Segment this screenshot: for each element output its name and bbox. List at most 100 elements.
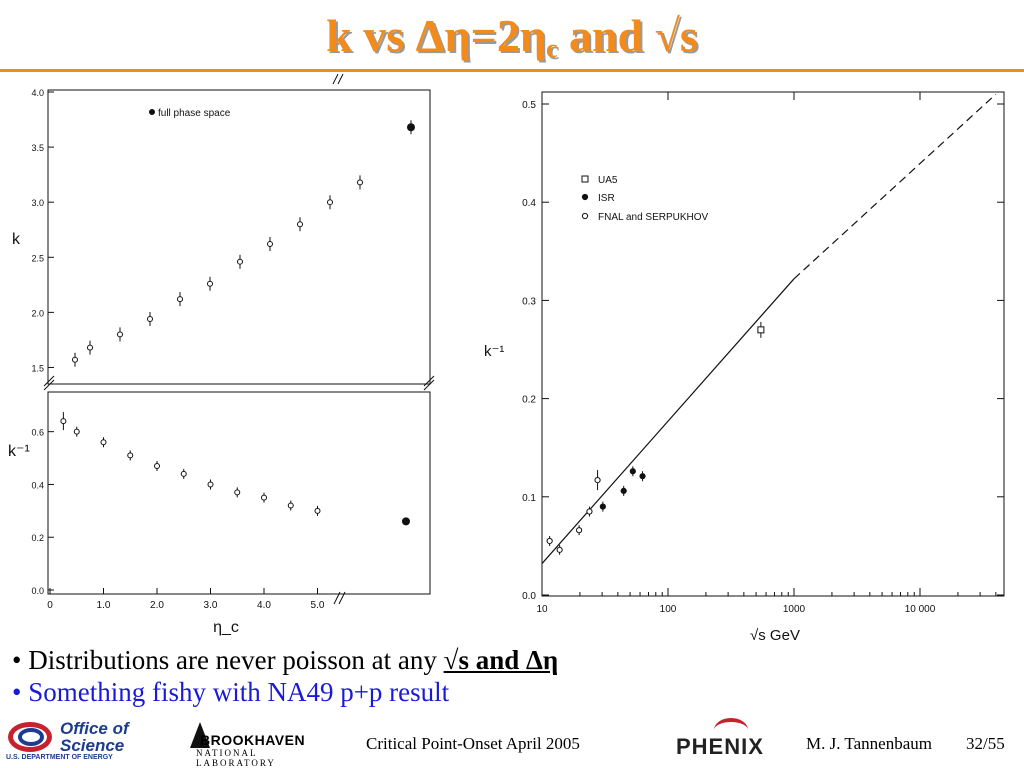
k-axis-break-mark <box>43 375 55 391</box>
k-data-point <box>177 296 183 303</box>
conference-name: Critical Point-Onset April 2005 <box>366 734 580 753</box>
doe-swirl-inner-icon <box>18 728 44 746</box>
rs-x-tick-label: 10 <box>536 604 548 615</box>
doe-swirl-icon <box>8 722 52 752</box>
author-name: M. J. Tannenbaum <box>806 734 932 753</box>
k-data-point <box>207 280 213 287</box>
k-data-point <box>267 241 273 248</box>
kinv-data-point <box>154 462 160 469</box>
rs-x-tick-label: 1000 <box>783 604 806 615</box>
kinv-x-tick-label: 2.0 <box>150 600 164 611</box>
k-data-point <box>297 221 303 228</box>
rs-data-point <box>546 537 553 545</box>
brookhaven-logo: BROOKHAVEN NATIONAL LABORATORY <box>190 720 340 768</box>
kinv-data-point <box>180 470 187 477</box>
kinv-y-tick-label: 0.6 <box>31 428 44 438</box>
chart-canvas: 1.5 2.0 2.5 3.0 3.5 4.0 k full phase space 0.0 0.… <box>8 73 1005 640</box>
rs-data-point <box>556 546 563 553</box>
kinv-x-tick-label: 1.0 <box>97 600 111 611</box>
k-data-point <box>147 315 153 322</box>
k-legend-marker <box>149 109 155 115</box>
kinv-y-axis-label: k⁻¹ <box>8 443 30 460</box>
rs-data-point <box>599 503 606 510</box>
page-number: 32/55 <box>966 734 1005 753</box>
k-axis-tick-label: 4.0 <box>31 88 44 98</box>
rs-data-point <box>576 527 583 534</box>
kinv-x-tick-label: 0 <box>47 600 53 611</box>
rs-data-point <box>757 326 765 334</box>
rs-legend-label: ISR <box>598 193 615 204</box>
rs-y-tick-label: 0.3 <box>522 296 536 307</box>
office-line1: Office of <box>60 719 129 738</box>
brookhaven-name: BROOKHAVEN <box>200 732 306 748</box>
rs-fit-line-dashed <box>793 93 997 280</box>
kinv-panel-frame <box>47 391 431 595</box>
kinv-data-point <box>73 428 80 435</box>
k-data-point <box>237 258 243 265</box>
brookhaven-icon <box>190 722 210 748</box>
k-data-point <box>72 356 78 363</box>
phenix-wordmark: PHENIX <box>676 734 764 759</box>
office-of-science-text: Office of Science <box>60 720 129 754</box>
k-legend-text: full phase space <box>158 108 231 119</box>
rs-y-tick-label: 0.2 <box>522 395 536 406</box>
rs-legend-marker <box>581 175 589 183</box>
rs-data-point <box>639 473 646 480</box>
k-axis-tick-label: 1.5 <box>31 363 44 373</box>
k-axis-label: k <box>12 231 21 248</box>
k-data-point <box>327 199 333 206</box>
k-axis-tick-label: 3.5 <box>31 143 44 153</box>
footer: Office of Science U.S. DEPARTMENT OF ENER… <box>0 716 1024 768</box>
kinv-x-tick-label: 4.0 <box>257 600 271 611</box>
k-axis-tick-label: 2.0 <box>31 308 44 318</box>
kinv-data-point <box>287 502 294 509</box>
kinv-data-point <box>100 439 107 446</box>
brookhaven-subtitle: NATIONAL LABORATORY <box>196 748 276 768</box>
bullet-list: • Distributions are never poisson at any… <box>12 644 558 708</box>
kinv-data-point <box>60 418 67 425</box>
rs-legend-label: FNAL and SERPUKHOV <box>598 212 709 223</box>
kinv-data-point <box>401 517 410 526</box>
rs-y-tick-label: 0.4 <box>522 198 536 209</box>
k-axis-tick-label: 3.0 <box>31 198 44 208</box>
rs-y-axis-label: k⁻¹ <box>484 343 504 360</box>
kinv-x-axis-label: η_c <box>213 619 239 636</box>
rs-legend-marker <box>581 212 589 220</box>
k-axis-break-mark <box>423 375 435 391</box>
phoenix-bird-icon <box>714 718 748 742</box>
kinv-data-point <box>234 489 241 496</box>
rs-y-tick-label: 0.5 <box>522 100 536 111</box>
title-end: and √s <box>557 10 698 61</box>
kinv-data-point <box>207 481 214 488</box>
rs-fit-line-solid <box>541 278 795 564</box>
k-data-point <box>407 123 415 132</box>
kinv-axis-break-mark <box>333 591 346 605</box>
title-rule <box>0 69 1024 72</box>
rs-legend-marker <box>581 193 589 201</box>
rs-data-point <box>594 477 601 484</box>
rs-y-tick-label: 0.0 <box>522 591 536 602</box>
k-data-point <box>117 331 123 338</box>
office-of-science-logo: Office of Science U.S. DEPARTMENT OF ENER… <box>6 718 176 764</box>
title-subscript: c <box>545 34 558 63</box>
k-axis-break-mark <box>332 73 344 85</box>
rs-x-tick-label: 100 <box>660 604 677 615</box>
rs-legend-label: UA5 <box>598 175 618 186</box>
slide-title: k vs Δη=2ηc and √s <box>0 4 1024 68</box>
k-data-point <box>87 344 93 351</box>
rs-data-point <box>586 508 593 515</box>
bullet-1-text: • Distributions are never poisson at any <box>12 645 444 675</box>
k-panel-frame <box>47 89 431 385</box>
kinv-data-point <box>261 494 267 501</box>
title-main: k vs Δη=2η <box>326 10 546 61</box>
kinv-y-tick-label: 0.0 <box>31 586 44 596</box>
kinv-y-tick-label: 0.2 <box>31 533 44 543</box>
bullet-1: • Distributions are never poisson at any… <box>12 644 558 676</box>
doe-caption: U.S. DEPARTMENT OF ENERGY <box>6 754 113 761</box>
office-line2: Science <box>60 736 125 755</box>
rs-y-tick-label: 0.1 <box>522 493 536 504</box>
rs-data-point <box>620 487 627 495</box>
bullet-2: • Something fishy with NA49 p+p result <box>12 677 450 707</box>
rs-data-point <box>629 468 636 475</box>
bullet-1-emphasis: √s and Δη <box>443 645 559 675</box>
